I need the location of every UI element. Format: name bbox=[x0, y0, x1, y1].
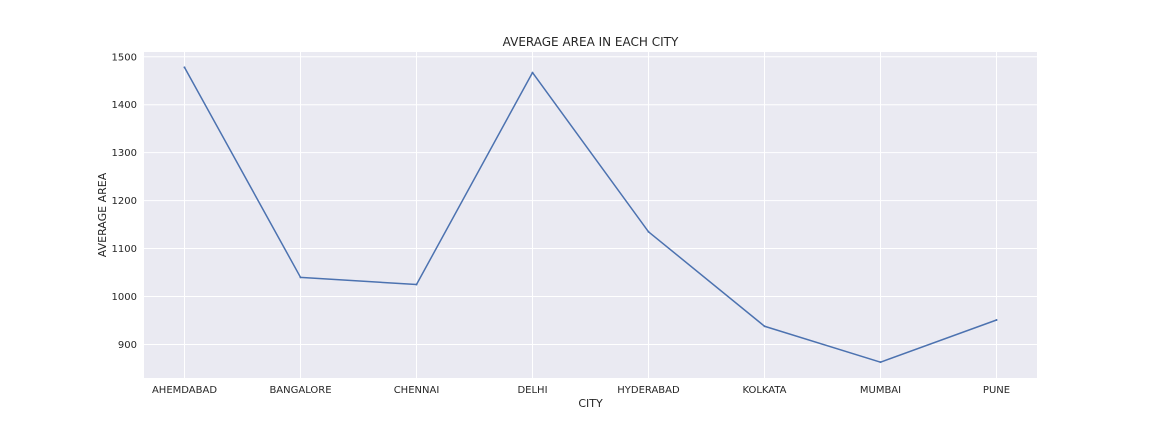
series-layer bbox=[183, 66, 998, 364]
y-axis-title: AVERAGE AREA bbox=[96, 172, 109, 257]
x-tick-label: PUNE bbox=[983, 385, 1010, 396]
x-tick-label: DELHI bbox=[517, 385, 547, 396]
y-tick-label: 1200 bbox=[112, 196, 137, 207]
chart-title: AVERAGE AREA IN EACH CITY bbox=[503, 35, 679, 49]
y-tick-label: 900 bbox=[118, 340, 137, 351]
data-point bbox=[763, 325, 766, 328]
series-line bbox=[183, 66, 998, 363]
x-tick-label: CHENNAI bbox=[394, 385, 440, 396]
y-tick-label: 1400 bbox=[112, 100, 137, 111]
data-point bbox=[531, 71, 534, 74]
x-tick-label: AHEMDABAD bbox=[152, 385, 217, 396]
data-point bbox=[183, 66, 186, 69]
y-tick-label: 1100 bbox=[112, 244, 137, 255]
x-tick-label: HYDERABAD bbox=[617, 385, 680, 396]
y-axis-ticks: 900 1000 1100 1200 1300 1400 1500 bbox=[112, 52, 137, 351]
data-point bbox=[299, 276, 302, 279]
x-tick-label: MUMBAI bbox=[860, 385, 901, 396]
x-tick-label: KOLKATA bbox=[742, 385, 786, 396]
x-tick-label: BANGALORE bbox=[269, 385, 331, 396]
y-tick-label: 1300 bbox=[112, 148, 137, 159]
x-axis-title: CITY bbox=[578, 397, 603, 410]
data-point bbox=[415, 283, 418, 286]
y-tick-label: 1500 bbox=[112, 52, 137, 63]
y-tick-label: 1000 bbox=[112, 292, 137, 303]
data-point bbox=[995, 318, 998, 321]
x-axis-ticks: AHEMDABAD BANGALORE CHENNAI DELHI HYDERABAD K… bbox=[152, 385, 1010, 396]
data-point bbox=[879, 361, 882, 364]
data-point bbox=[647, 230, 650, 233]
plot-area bbox=[144, 52, 1037, 378]
